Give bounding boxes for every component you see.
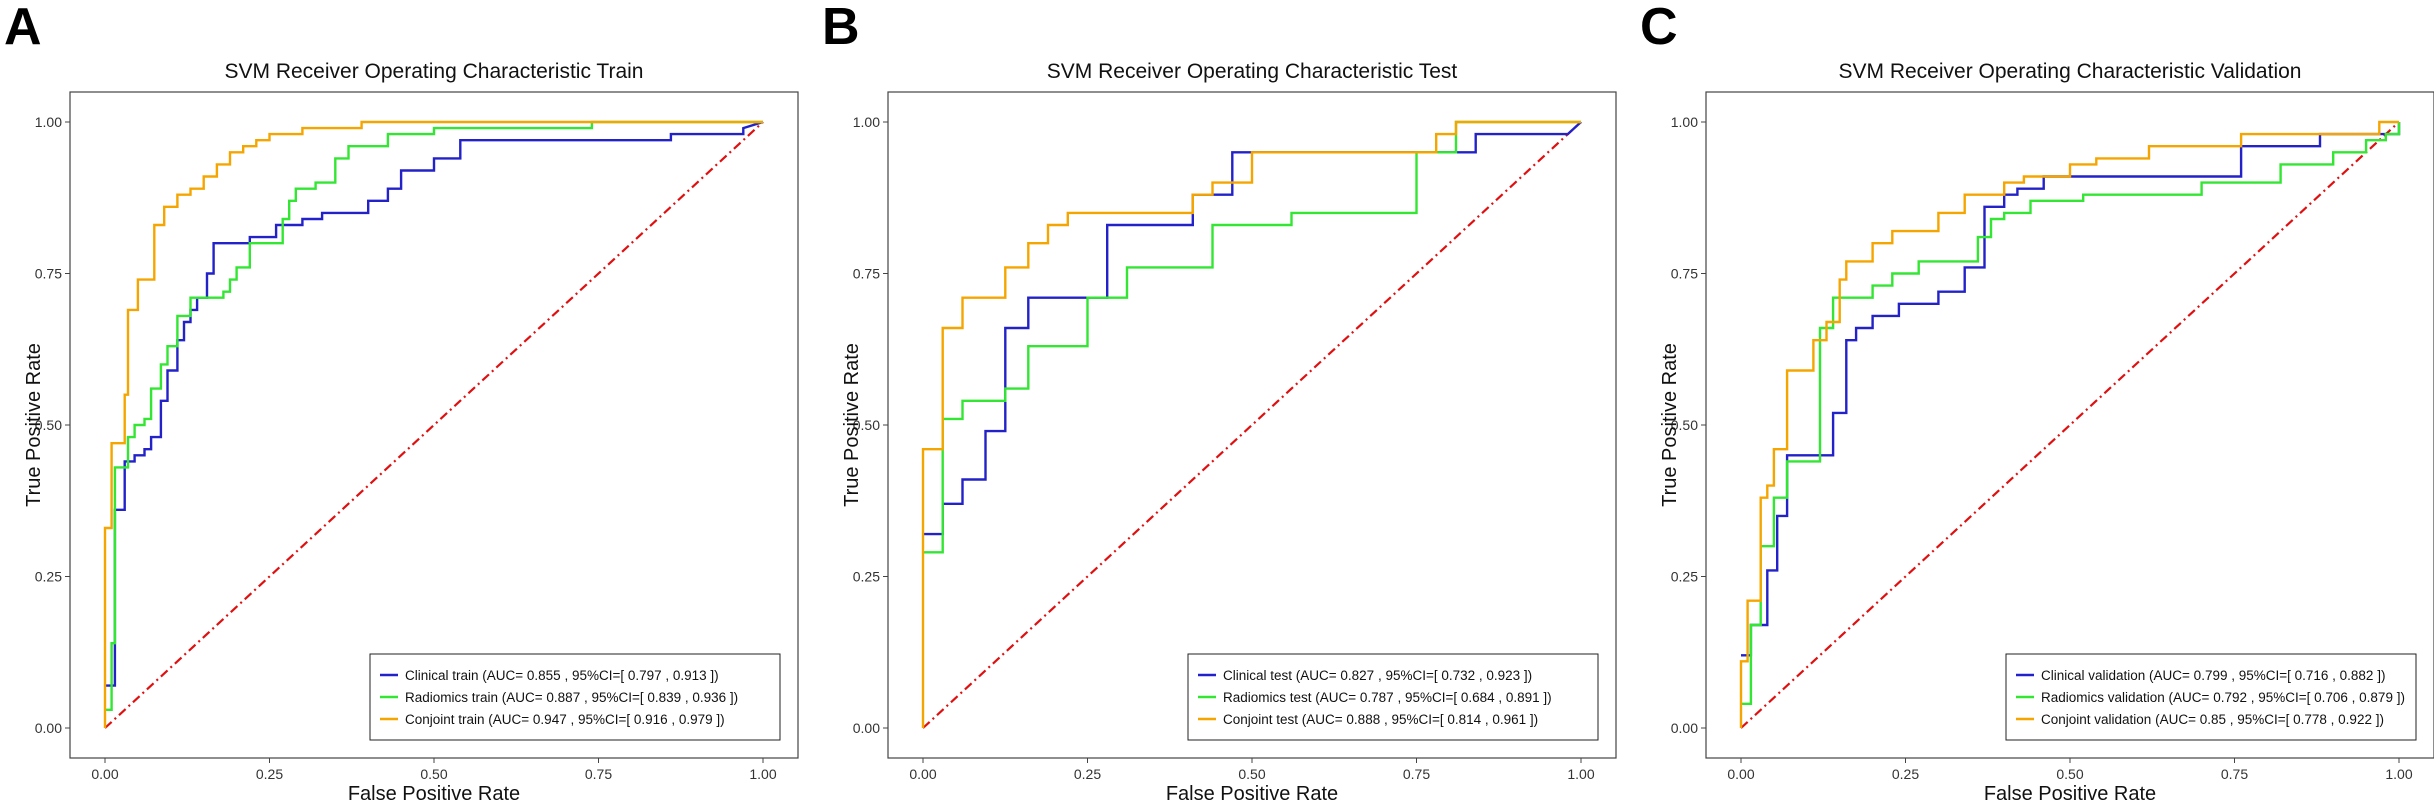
y-axis-label: True Positive Rate [23,343,45,507]
x-tick-label: 0.75 [585,766,612,782]
y-tick-label: 1.00 [35,114,62,130]
reference-diagonal-line [104,121,764,729]
legend-entry: Conjoint validation (AUC= 0.85 , 95%CI=[… [2041,712,2384,727]
x-tick-label: 0.50 [420,766,447,782]
x-tick-label: 0.75 [2221,766,2248,782]
legend-box [1187,653,1599,741]
panel-b: B SVM Receiver Operating Characteristic T… [822,0,1617,803]
roc-curve-radiomics [1741,122,2401,705]
legend-entry: Clinical train (AUC= 0.855 , 95%CI=[ 0.7… [405,668,719,683]
roc-curve-conjoint [1739,120,2399,728]
y-tick-label: 0.50 [35,417,62,433]
x-tick-label: 0.25 [1074,766,1101,782]
legend-entry: Radiomics train (AUC= 0.887 , 95%CI=[ 0.… [405,690,738,705]
roc-curve-radiomics [923,120,1581,554]
y-tick-label: 0.25 [853,569,880,585]
y-tick-label: 0.50 [853,417,880,433]
y-tick-label: 0.75 [853,266,880,282]
legend-entry: Conjoint test (AUC= 0.888 , 95%CI=[ 0.81… [1223,712,1538,727]
x-tick-label: 0.00 [91,766,118,782]
y-tick-label: 0.00 [853,720,880,736]
y-tick-label: 0.00 [35,720,62,736]
legend-entry: Radiomics test (AUC= 0.787 , 95%CI=[ 0.6… [1223,690,1552,705]
x-tick-label: 0.50 [2056,766,2083,782]
x-axis-label: False Positive Rate [1166,783,1338,803]
legend-box [369,653,781,741]
x-axis-label: False Positive Rate [1984,783,2156,803]
y-tick-label: 0.25 [35,569,62,585]
y-tick-label: 1.00 [1671,114,1698,130]
chart-title: SVM Receiver Operating Characteristic Te… [1047,60,1458,83]
legend: Clinical test (AUC= 0.827 , 95%CI=[ 0.73… [1187,653,1599,741]
x-tick-label: 0.00 [909,766,936,782]
y-tick-label: 0.25 [1671,569,1698,585]
y-tick-label: 0.00 [1671,720,1698,736]
roc-curve-conjoint [103,120,763,728]
roc-curve-radiomics [105,120,763,711]
reference-diagonal-line [922,121,1582,729]
chart-title: SVM Receiver Operating Characteristic Va… [1839,60,2302,83]
legend: Clinical validation (AUC= 0.799 , 95%CI=… [2005,653,2417,741]
chart-title: SVM Receiver Operating Characteristic Tr… [225,60,644,83]
x-axis-label: False Positive Rate [348,783,520,803]
y-tick-label: 1.00 [853,114,880,130]
y-axis-label: True Positive Rate [1659,343,1681,507]
panel-a: A SVM Receiver Operating Characteristic T… [4,0,799,803]
x-tick-label: 1.00 [749,766,776,782]
y-tick-label: 0.75 [35,266,62,282]
x-tick-label: 0.50 [1238,766,1265,782]
roc-curve-conjoint [921,120,1581,728]
y-axis-label: True Positive Rate [841,343,863,507]
panel-label: C [1640,0,1678,56]
x-tick-label: 1.00 [2385,766,2412,782]
roc-curve-clinical [105,120,764,687]
roc-curve-clinical [923,121,1582,536]
panel-label: B [822,0,860,56]
panel-label: A [4,0,42,56]
reference-diagonal-line [1740,121,2400,729]
legend-entry: Conjoint train (AUC= 0.947 , 95%CI=[ 0.9… [405,712,725,727]
y-tick-label: 0.75 [1671,266,1698,282]
legend-entry: Clinical test (AUC= 0.827 , 95%CI=[ 0.73… [1223,668,1532,683]
x-tick-label: 0.75 [1403,766,1430,782]
legend-entry: Radiomics validation (AUC= 0.792 , 95%CI… [2041,690,2405,705]
legend: Clinical train (AUC= 0.855 , 95%CI=[ 0.7… [369,653,781,741]
x-tick-label: 0.00 [1727,766,1754,782]
panel-c: C SVM Receiver Operating Characteristic V… [1640,0,2434,803]
y-tick-label: 0.50 [1671,417,1698,433]
x-tick-label: 0.25 [256,766,283,782]
legend-entry: Clinical validation (AUC= 0.799 , 95%CI=… [2041,668,2385,683]
legend-box [2005,653,2417,741]
x-tick-label: 0.25 [1892,766,1919,782]
x-tick-label: 1.00 [1567,766,1594,782]
